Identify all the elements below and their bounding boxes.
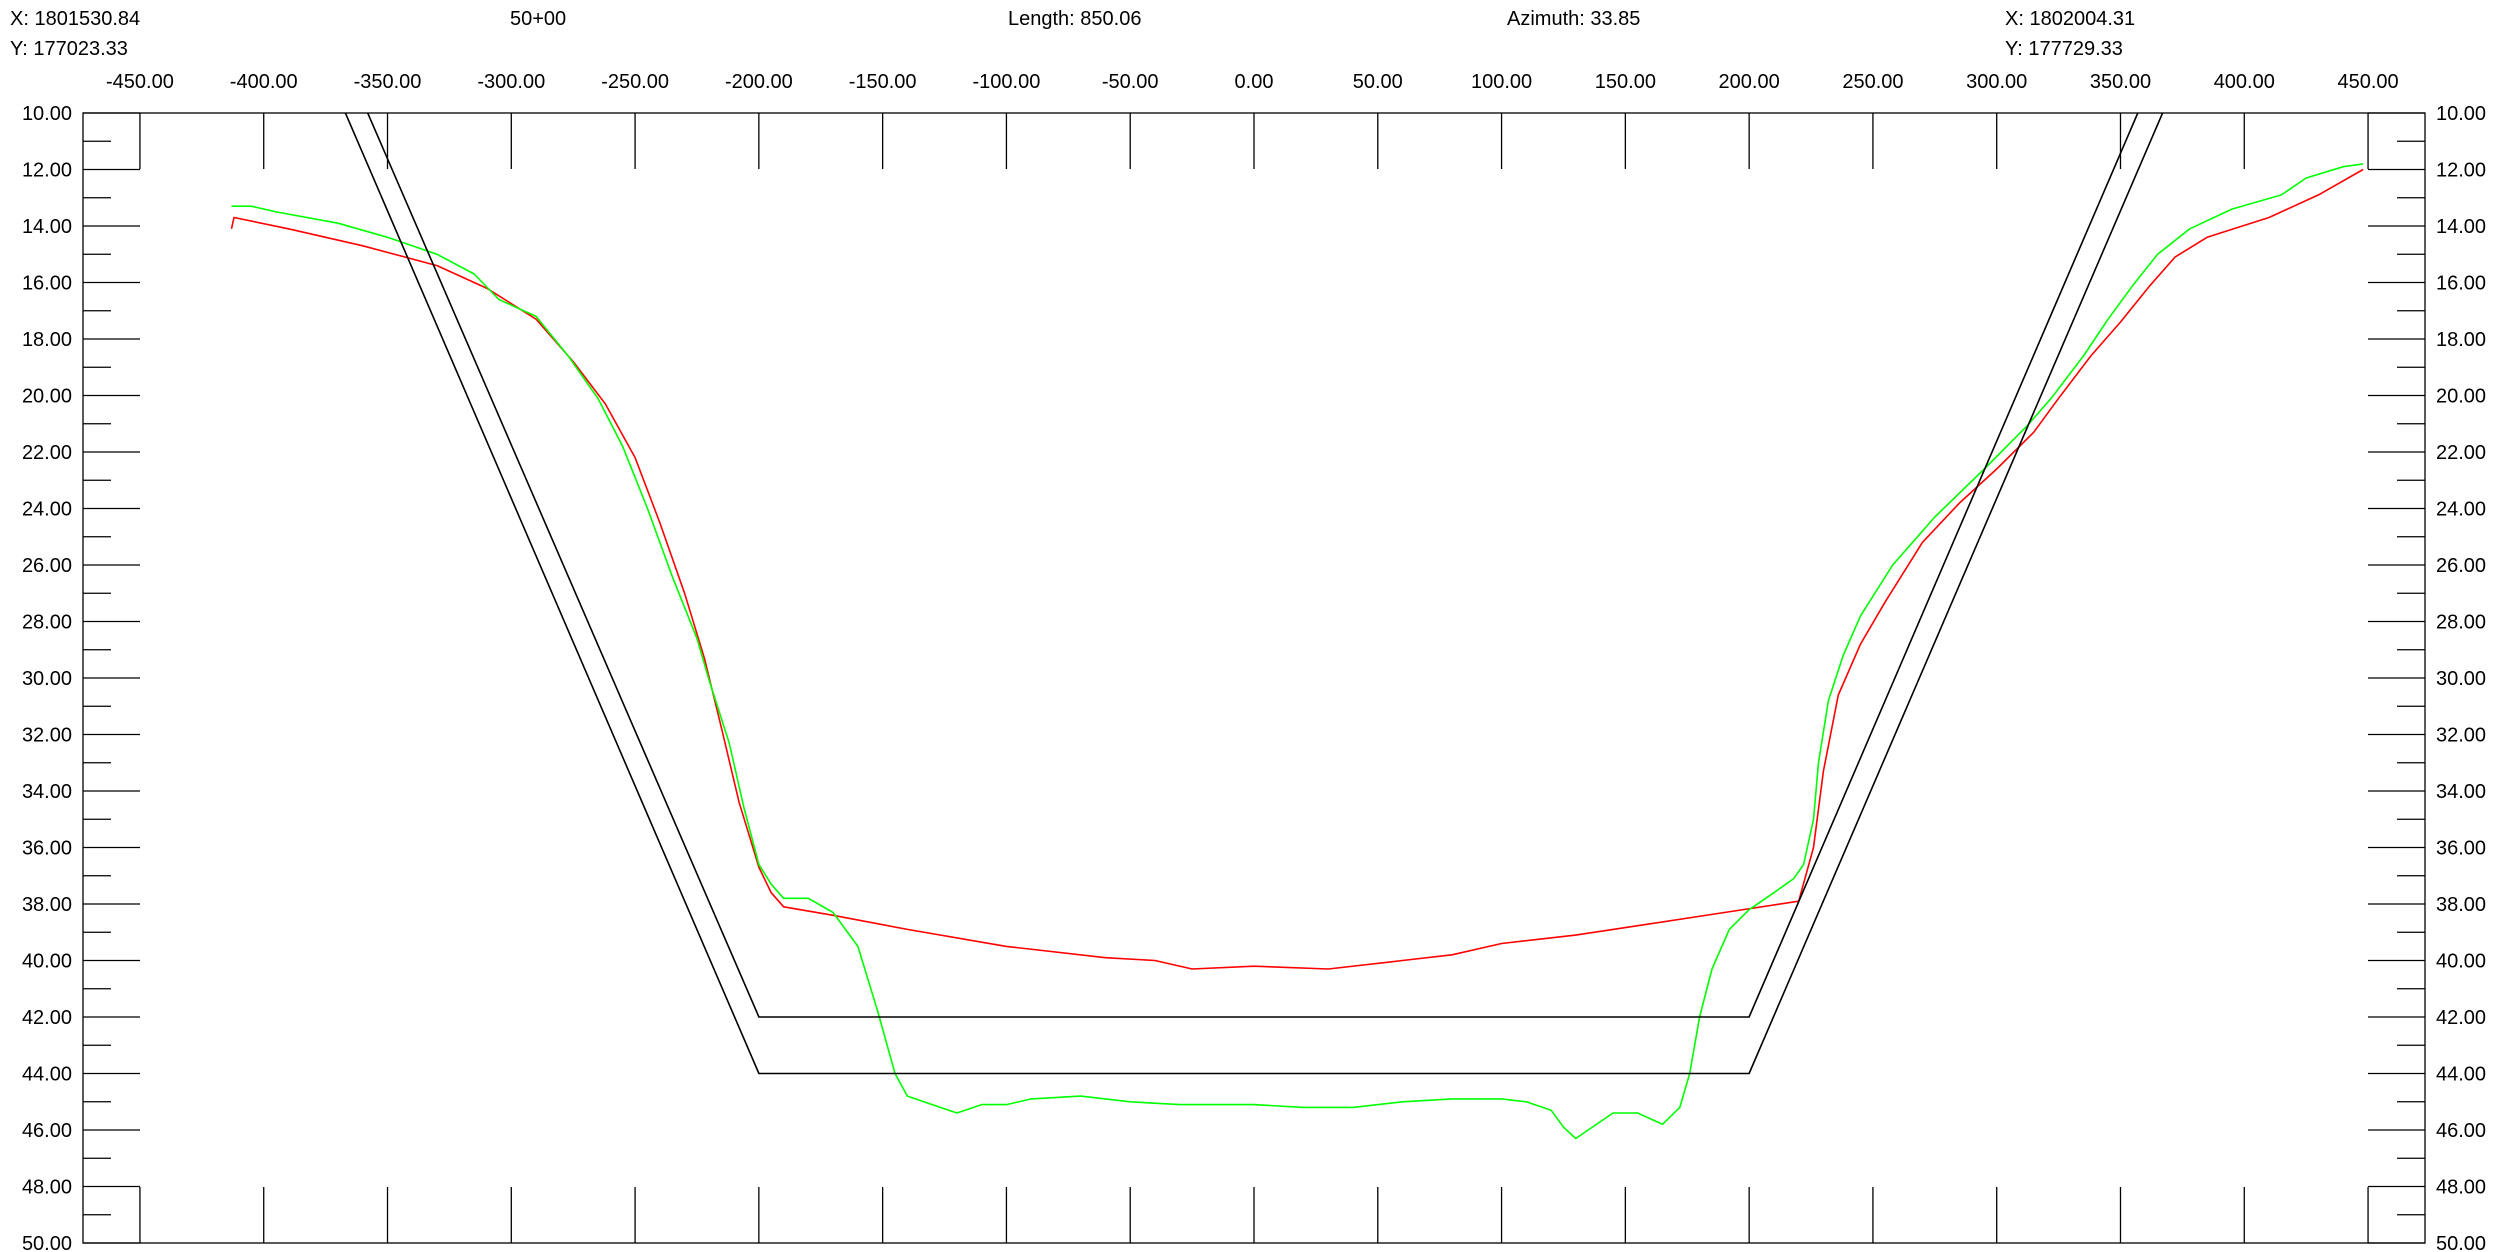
x-tick-label: -150.00 (849, 71, 917, 93)
x-tick-label: 300.00 (1966, 71, 2027, 93)
plot-border (82, 112, 2426, 1244)
y-tick-label-left: 22.00 (22, 442, 72, 464)
y-tick-label-right: 10.00 (2436, 103, 2486, 125)
y-tick-label-left: 10.00 (22, 103, 72, 125)
x-tick-label: -350.00 (354, 71, 422, 93)
y-tick-label-right: 44.00 (2436, 1064, 2486, 1086)
x-tick-label: 400.00 (2214, 71, 2275, 93)
y-tick-label-right: 18.00 (2436, 329, 2486, 351)
x-tick-label: 0.00 (1235, 71, 1274, 93)
azimuth-label: Azimuth: 33.85 (1507, 8, 1641, 30)
y-tick-label-left: 24.00 (22, 499, 72, 521)
y-tick-label-left: 20.00 (22, 386, 72, 408)
y-tick-label-left: 16.00 (22, 273, 72, 295)
y-tick-label-right: 36.00 (2436, 838, 2486, 860)
y-tick-label-right: 40.00 (2436, 951, 2486, 973)
y-tick-label-left: 14.00 (22, 216, 72, 238)
y-tick-label-right: 14.00 (2436, 216, 2486, 238)
tick-labels: -450.00 -400.00 -350.00 -300.00 -250.00 -200.… (22, 71, 2486, 1252)
y-tick-label-right: 32.00 (2436, 725, 2486, 747)
design-section-outer-line (344, 112, 2164, 1075)
y-tick-label-left: 28.00 (22, 612, 72, 634)
end-x-label: X: 1802004.31 (2005, 8, 2136, 30)
y-tick-label-right: 16.00 (2436, 273, 2486, 295)
y-tick-label-right: 30.00 (2436, 668, 2486, 690)
y-tick-label-right: 46.00 (2436, 1120, 2486, 1142)
y-tick-label-left: 38.00 (22, 894, 72, 916)
y-tick-label-left: 42.00 (22, 1007, 72, 1029)
x-tick-label: 450.00 (2337, 71, 2398, 93)
y-tick-label-left: 46.00 (22, 1120, 72, 1142)
y-tick-label-right: 42.00 (2436, 1007, 2486, 1029)
y-tick-label-left: 44.00 (22, 1064, 72, 1086)
x-tick-label: 150.00 (1595, 71, 1656, 93)
length-label: Length: 850.06 (1008, 8, 1142, 30)
survey-profile-line (231, 163, 2364, 1140)
station-label: 50+00 (510, 8, 567, 30)
y-tick-label-left: 18.00 (22, 329, 72, 351)
design-section-inner-line (366, 112, 2139, 1018)
x-tick-label: -200.00 (725, 71, 793, 93)
y-tick-label-right: 38.00 (2436, 894, 2486, 916)
start-x-label: X: 1801530.84 (10, 8, 141, 30)
profile-series (230, 112, 2364, 1140)
y-tick-label-left: 30.00 (22, 668, 72, 690)
tick-marks (83, 112, 2425, 1244)
x-tick-label: 200.00 (1719, 71, 1780, 93)
x-tick-label: 50.00 (1353, 71, 1403, 93)
x-tick-label: 350.00 (2090, 71, 2151, 93)
x-tick-label: -300.00 (477, 71, 545, 93)
y-tick-label-left: 48.00 (22, 1177, 72, 1199)
x-tick-label: -50.00 (1102, 71, 1159, 93)
y-tick-label-left: 32.00 (22, 725, 72, 747)
x-tick-label: 250.00 (1842, 71, 1903, 93)
x-tick-label: -250.00 (601, 71, 669, 93)
y-tick-label-right: 22.00 (2436, 442, 2486, 464)
y-tick-label-right: 26.00 (2436, 555, 2486, 577)
y-tick-label-right: 28.00 (2436, 612, 2486, 634)
plot-frame (82, 112, 2426, 1244)
y-tick-label-left: 50.00 (22, 1233, 72, 1252)
y-tick-label-right: 12.00 (2436, 160, 2486, 182)
y-tick-label-left: 26.00 (22, 555, 72, 577)
x-tick-label: -450.00 (106, 71, 174, 93)
x-tick-label: 100.00 (1471, 71, 1532, 93)
y-tick-label-left: 36.00 (22, 838, 72, 860)
x-tick-label: -400.00 (230, 71, 298, 93)
x-tick-label: -100.00 (973, 71, 1041, 93)
existing-ground-line (230, 168, 2364, 970)
y-tick-label-right: 24.00 (2436, 499, 2486, 521)
start-y-label: Y: 177023.33 (10, 38, 128, 60)
y-tick-label-right: 34.00 (2436, 781, 2486, 803)
y-tick-label-right: 20.00 (2436, 386, 2486, 408)
end-y-label: Y: 177729.33 (2005, 38, 2123, 60)
y-tick-label-left: 34.00 (22, 781, 72, 803)
y-tick-label-right: 48.00 (2436, 1177, 2486, 1199)
y-tick-label-right: 50.00 (2436, 1233, 2486, 1252)
y-tick-label-left: 40.00 (22, 951, 72, 973)
y-tick-label-left: 12.00 (22, 160, 72, 182)
